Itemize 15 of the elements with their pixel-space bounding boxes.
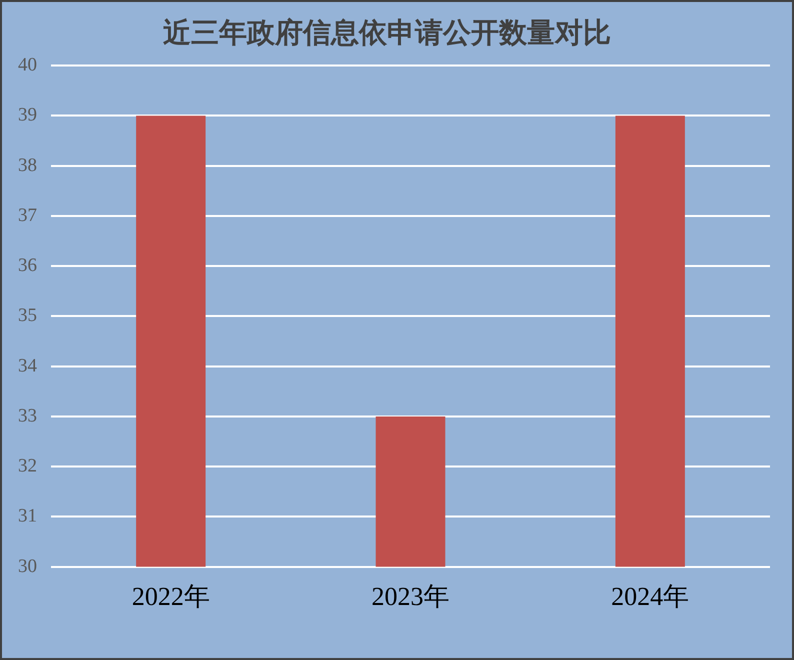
x-tick-label: 2024年 [611,582,690,612]
y-tick-label: 32 [18,456,37,477]
y-tick-label: 39 [18,104,37,126]
x-tick-label: 2023年 [372,582,450,612]
y-tick-label: 34 [18,355,38,376]
chart-title: 近三年政府信息依申请公开数量对比 [163,16,611,50]
y-tick-label: 30 [18,556,37,577]
y-tick-label: 38 [18,154,37,176]
y-tick-label: 37 [18,204,37,226]
y-tick-label: 36 [18,255,37,276]
y-tick-label: 40 [18,54,37,76]
y-tick-label: 33 [18,405,37,426]
x-tick-label: 2022年 [132,582,210,612]
y-tick-label: 31 [18,506,37,527]
y-tick-label: 35 [18,305,37,326]
